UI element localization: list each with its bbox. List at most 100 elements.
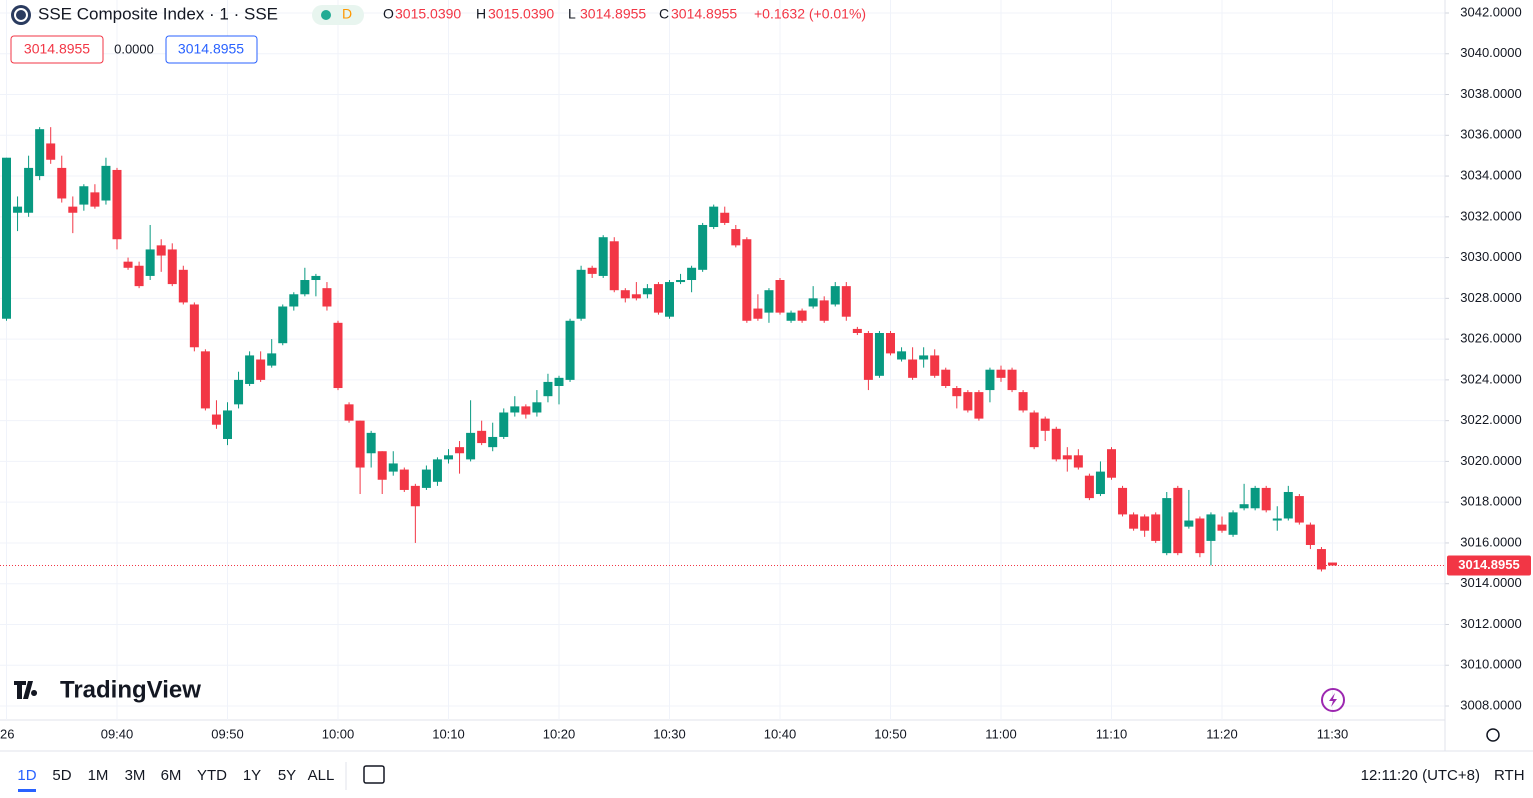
candle-body bbox=[863, 333, 873, 380]
candle-body bbox=[477, 430, 487, 444]
x-tick-label: 10:30 bbox=[653, 726, 686, 741]
candle-body bbox=[1107, 449, 1116, 478]
candle-body bbox=[1195, 518, 1205, 554]
candle-body bbox=[333, 322, 343, 389]
candle-body bbox=[256, 359, 266, 380]
candle-body bbox=[532, 402, 542, 413]
candle-body bbox=[444, 455, 453, 460]
symbol-icon-ring bbox=[14, 8, 28, 22]
candle-body bbox=[676, 280, 686, 283]
candle-body bbox=[742, 239, 752, 321]
y-tick-label: 3038.0000 bbox=[1460, 86, 1521, 101]
x-tick-label: 09:50 bbox=[211, 726, 244, 741]
ohlc-value: 3014.8955 bbox=[580, 6, 646, 22]
interval-badge: D bbox=[342, 6, 352, 22]
range-button[interactable]: YTD bbox=[197, 767, 227, 784]
x-tick-label: 10:00 bbox=[322, 726, 355, 741]
candle-body bbox=[952, 388, 962, 397]
candle-body bbox=[830, 286, 840, 305]
alert-icon[interactable] bbox=[1321, 688, 1345, 712]
y-tick-label: 3028.0000 bbox=[1460, 290, 1521, 305]
candle-body bbox=[421, 469, 431, 488]
date-range-icon[interactable] bbox=[363, 765, 385, 784]
candle-body bbox=[1316, 549, 1326, 570]
y-tick-label: 3016.0000 bbox=[1460, 534, 1521, 549]
range-button[interactable]: 5D bbox=[52, 767, 71, 784]
candle-body bbox=[930, 355, 940, 376]
candle-body bbox=[642, 288, 652, 295]
x-tick-label: 11:10 bbox=[1096, 726, 1128, 741]
range-button[interactable]: 5Y bbox=[278, 767, 296, 784]
candle-body bbox=[488, 436, 498, 448]
candle-body bbox=[189, 304, 199, 348]
candle-body bbox=[919, 355, 929, 360]
candle-body bbox=[720, 212, 730, 223]
candle-body bbox=[455, 447, 465, 454]
candle-body bbox=[841, 286, 851, 317]
status-dot bbox=[321, 10, 331, 20]
bid-value: 3014.8955 bbox=[24, 41, 90, 57]
candle-body bbox=[1228, 512, 1238, 535]
range-button[interactable]: 1D bbox=[17, 767, 36, 784]
range-button[interactable]: 3M bbox=[125, 767, 146, 784]
session[interactable]: RTH bbox=[1494, 767, 1525, 784]
candle-body bbox=[598, 237, 608, 276]
status-pill[interactable] bbox=[312, 5, 364, 25]
y-tick-label: 3026.0000 bbox=[1460, 331, 1521, 346]
candles: 3014.8955 bbox=[0, 127, 1531, 576]
candle-body bbox=[57, 167, 67, 199]
candle-body bbox=[963, 392, 973, 411]
candle-body bbox=[79, 186, 89, 205]
candle-body bbox=[653, 284, 663, 313]
candle-body bbox=[399, 469, 409, 490]
ohlc-label: C bbox=[659, 6, 669, 22]
x-tick-label: 10:50 bbox=[874, 726, 907, 741]
range-button[interactable]: ALL bbox=[308, 767, 335, 784]
candle-body bbox=[941, 369, 951, 386]
candle-body bbox=[211, 414, 221, 425]
alert-bolt bbox=[1329, 693, 1337, 707]
candle-body bbox=[1283, 491, 1293, 519]
ask-box[interactable] bbox=[165, 35, 258, 64]
candle-body bbox=[1118, 487, 1128, 515]
candle-body bbox=[665, 282, 674, 317]
x-tick-label: 11:20 bbox=[1206, 726, 1238, 741]
candle-body bbox=[1007, 369, 1017, 391]
y-tick-label: 3024.0000 bbox=[1460, 371, 1521, 386]
candle-body bbox=[709, 206, 719, 228]
candle-body bbox=[698, 224, 708, 270]
bid-box[interactable] bbox=[10, 35, 104, 64]
candle-body bbox=[1162, 498, 1172, 554]
candle-body bbox=[609, 241, 619, 291]
range-button[interactable]: 1M bbox=[88, 767, 109, 784]
y-tick-label: 3010.0000 bbox=[1460, 657, 1521, 672]
candle-body bbox=[432, 459, 442, 482]
spread-value: 0.0000 bbox=[114, 41, 154, 56]
candle-body bbox=[797, 310, 807, 321]
candle-body bbox=[687, 267, 697, 281]
symbol-title[interactable]: SSE Composite Index · 1 · SSE bbox=[38, 4, 278, 23]
candle-body bbox=[1040, 418, 1050, 431]
candle-body bbox=[1328, 562, 1337, 566]
y-tick-label: 3014.0000 bbox=[1460, 575, 1521, 590]
x-tick-label: 11:30 bbox=[1317, 726, 1349, 741]
range-active-underline bbox=[18, 789, 36, 792]
candle-body bbox=[68, 206, 78, 213]
candle-body bbox=[24, 167, 34, 213]
candle-body bbox=[1294, 496, 1304, 523]
candle-body bbox=[2, 157, 11, 319]
candle-body bbox=[377, 451, 387, 480]
candle-body bbox=[996, 369, 1006, 378]
candle-body bbox=[576, 269, 586, 319]
ohlc-value: 3015.0390 bbox=[395, 6, 461, 22]
y-tick-label: 3042.0000 bbox=[1460, 4, 1521, 19]
settings-icon[interactable] bbox=[1486, 728, 1500, 742]
candle-body bbox=[886, 333, 895, 354]
candle-body bbox=[1073, 455, 1083, 468]
candle-body bbox=[1051, 428, 1061, 460]
range-buttons: 1D 5D 1M 3M 6M YTD 1Y 5Y ALL bbox=[17, 767, 334, 792]
range-button[interactable]: 1Y bbox=[243, 767, 261, 784]
y-tick-label: 3022.0000 bbox=[1460, 412, 1521, 427]
y-tick-label: 3012.0000 bbox=[1460, 616, 1521, 631]
range-button[interactable]: 6M bbox=[161, 767, 182, 784]
